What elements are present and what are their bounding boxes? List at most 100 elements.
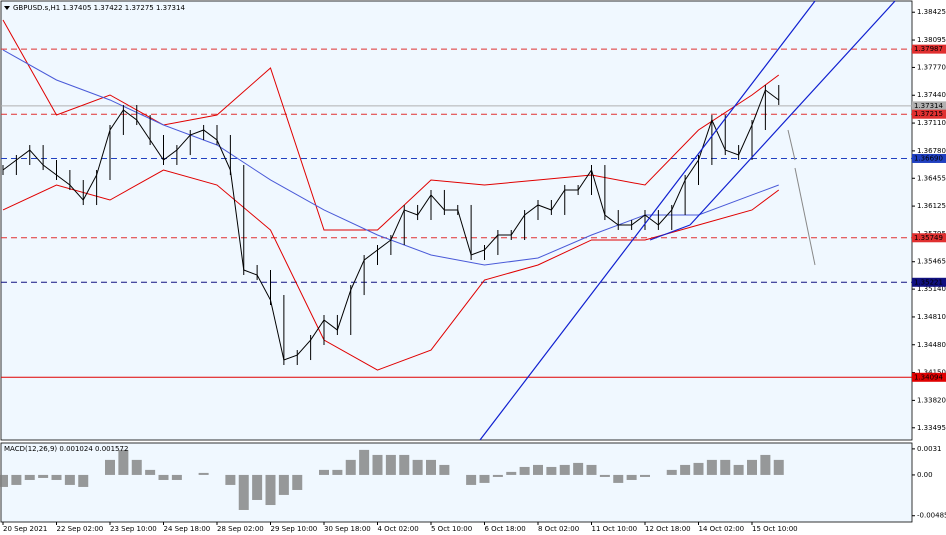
y-tick-label: 1.34150 xyxy=(917,369,946,377)
y-tick-label: 1.36455 xyxy=(917,174,946,182)
macd-bar xyxy=(439,464,450,475)
macd-bar xyxy=(586,464,597,475)
x-tick-label: 14 Oct 02:00 xyxy=(699,525,745,533)
y-tick-label: 1.37770 xyxy=(917,63,946,71)
macd-bar xyxy=(720,459,731,475)
y-tick-label: 1.33820 xyxy=(917,396,946,404)
macd-bar xyxy=(345,459,356,475)
macd-bar xyxy=(773,459,784,475)
x-tick-label: 11 Oct 10:00 xyxy=(592,525,638,533)
macd-bar xyxy=(105,459,115,475)
macd-bar xyxy=(533,464,543,475)
macd-bar xyxy=(559,464,570,475)
y-tick-label: 1.35465 xyxy=(917,258,946,266)
macd-bar xyxy=(599,474,610,477)
macd-bar xyxy=(51,474,62,480)
arrow xyxy=(794,167,816,266)
macd-bar xyxy=(760,454,771,475)
macd-bar xyxy=(38,474,49,478)
x-tick-label: 29 Sep 10:00 xyxy=(271,525,318,533)
y-tick-label: -0.004854 xyxy=(917,512,946,520)
macd-bar xyxy=(492,474,503,477)
price-level-label: 1.37215 xyxy=(914,110,943,118)
price-level-label: 1.35749 xyxy=(914,234,943,242)
macd-bar xyxy=(24,474,35,480)
macd-bar xyxy=(11,474,22,485)
x-tick-label: 12 Oct 18:00 xyxy=(645,525,691,533)
macd-bar xyxy=(131,459,142,475)
macd-bar xyxy=(118,449,129,475)
macd-bar xyxy=(158,474,169,480)
price-level-tag xyxy=(912,153,946,163)
y-tick-label: 1.37440 xyxy=(917,91,946,99)
channel-line xyxy=(649,224,691,241)
y-tick-label: 1.37110 xyxy=(917,119,946,127)
macd-bar xyxy=(385,454,396,475)
x-tick-label: 20 Sep 2021 xyxy=(3,525,47,533)
y-tick-label: 0.00 xyxy=(917,471,933,479)
x-tick-label: 28 Sep 02:00 xyxy=(217,525,264,533)
price-level-label: 1.34094 xyxy=(914,373,943,381)
channel-line xyxy=(689,0,896,226)
price-level-label: 1.37314 xyxy=(914,102,943,110)
macd-bar xyxy=(78,474,89,487)
macd-bar xyxy=(546,466,557,475)
macd-bar xyxy=(613,474,624,483)
macd-bar xyxy=(426,459,436,475)
x-tick-label: 22 Sep 02:00 xyxy=(57,525,104,533)
price-level-label: 1.35221 xyxy=(914,278,943,286)
x-tick-label: 24 Sep 18:00 xyxy=(164,525,211,533)
macd-bar xyxy=(626,474,637,480)
price-level-tag xyxy=(912,277,946,287)
x-tick-label: 6 Oct 18:00 xyxy=(485,525,526,533)
macd-bar xyxy=(412,459,423,475)
macd-bar xyxy=(171,474,182,480)
x-tick-label: 23 Sep 10:00 xyxy=(110,525,157,533)
macd-bar xyxy=(145,469,156,475)
macd-bar xyxy=(733,464,744,475)
y-tick-label: 1.35140 xyxy=(917,285,946,293)
macd-bar xyxy=(706,459,717,475)
x-tick-label: 15 Oct 10:00 xyxy=(752,525,798,533)
x-tick-label: 5 Oct 10:00 xyxy=(431,525,472,533)
macd-bar xyxy=(332,469,343,475)
price-level-label: 1.37987 xyxy=(914,45,943,53)
macd-bar xyxy=(680,464,691,475)
price-level-tag xyxy=(912,233,946,243)
arrow xyxy=(787,129,796,161)
macd-bar xyxy=(238,474,249,510)
macd-bar xyxy=(252,474,263,500)
macd-bar xyxy=(640,474,650,477)
macd-bar xyxy=(292,474,303,490)
price-panel xyxy=(0,0,913,441)
macd-panel xyxy=(0,442,913,523)
macd-bar xyxy=(573,462,584,475)
macd-bar xyxy=(278,474,289,495)
macd-bar xyxy=(666,469,677,475)
macd-bar xyxy=(399,454,410,475)
macd-bar xyxy=(0,474,8,487)
y-tick-label: 1.34810 xyxy=(917,313,946,321)
macd-title: MACD(12,26,9) 0.001024 0.001572 xyxy=(4,445,128,453)
y-tick-label: 1.36125 xyxy=(917,202,946,210)
y-tick-label: 0.0031 xyxy=(917,445,942,453)
price-level-tag xyxy=(912,44,946,54)
y-tick-label: 1.36780 xyxy=(917,147,946,155)
x-tick-label: 4 Oct 02:00 xyxy=(378,525,419,533)
macd-bar xyxy=(198,472,209,475)
x-tick-label: 8 Oct 02:00 xyxy=(538,525,579,533)
macd-bar xyxy=(479,474,490,483)
y-tick-label: 1.38425 xyxy=(917,8,946,16)
macd-bar xyxy=(372,454,383,475)
macd-bar xyxy=(265,474,276,506)
macd-bar xyxy=(319,469,329,475)
y-tick-label: 1.34480 xyxy=(917,341,946,349)
macd-bar xyxy=(64,474,75,485)
x-tick-label: 30 Sep 18:00 xyxy=(324,525,371,533)
macd-bar xyxy=(225,474,236,485)
macd-bar xyxy=(693,462,704,475)
price-level-tag xyxy=(912,372,946,382)
price-level-label: 1.36690 xyxy=(914,154,943,162)
y-tick-label: 1.38095 xyxy=(917,36,946,44)
